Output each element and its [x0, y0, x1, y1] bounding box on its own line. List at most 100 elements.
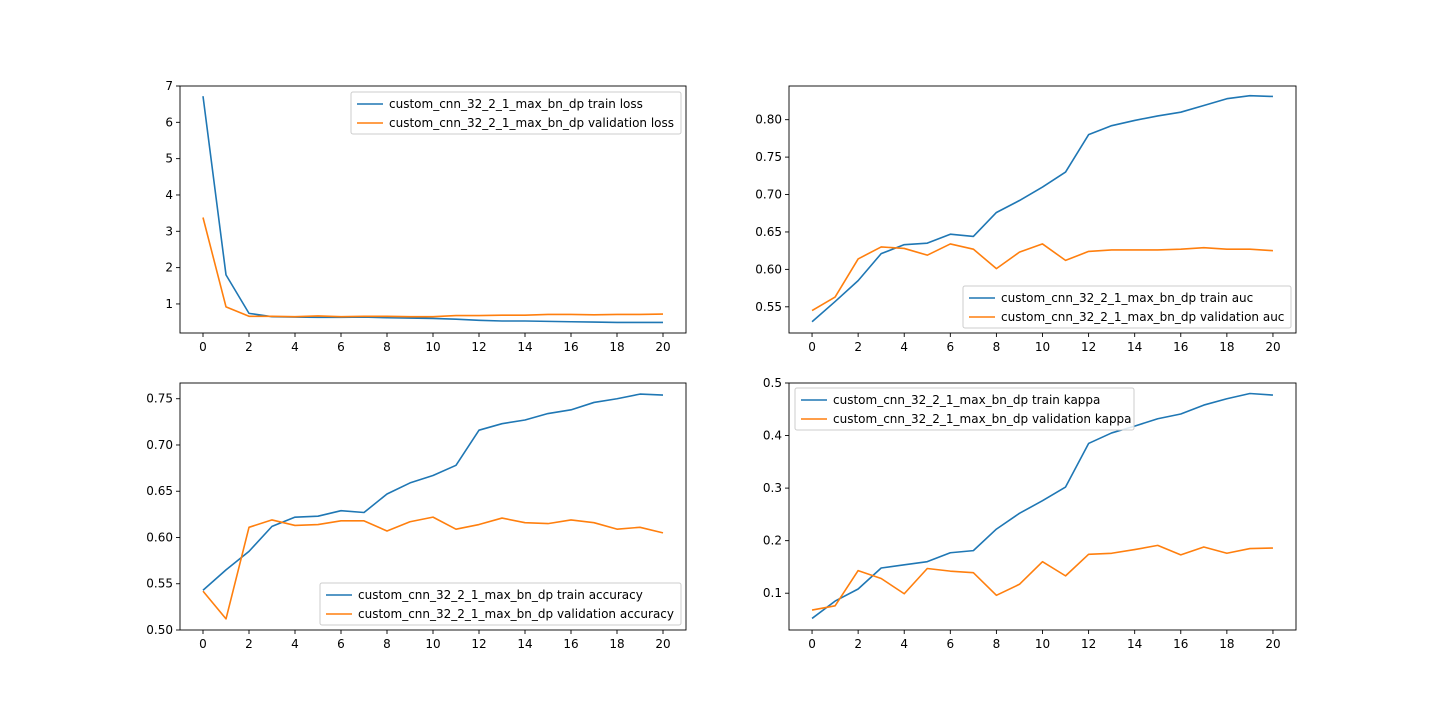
auc-y-tick-label: 0.65: [755, 225, 782, 239]
accuracy-x-tick-label: 8: [383, 637, 391, 651]
accuracy-x-tick-label: 12: [471, 637, 486, 651]
auc-x-tick-label: 16: [1173, 340, 1188, 354]
kappa-x-tick-label: 10: [1035, 637, 1050, 651]
accuracy-x-tick-label: 4: [291, 637, 299, 651]
accuracy-x-tick-label: 20: [655, 637, 670, 651]
kappa-x-tick-label: 14: [1127, 637, 1142, 651]
kappa-y-tick-label: 0.5: [763, 376, 782, 390]
auc-x-tick-label: 14: [1127, 340, 1142, 354]
accuracy-validation-line: [202, 516, 664, 620]
auc-validation-line: [811, 243, 1274, 312]
auc-legend: custom_cnn_32_2_1_max_bn_dp train auc cus…: [962, 285, 1292, 329]
accuracy-y-tick-label: 0.55: [146, 577, 173, 591]
auc-x-tick-label: 18: [1219, 340, 1234, 354]
auc-y-tick-label: 0.70: [755, 188, 782, 202]
auc-subplot: 0 2 4 6 8 10 12 14 16 18 20 0.55 0.60 0.65 0.70 0.75 0.8…: [755, 85, 1297, 354]
auc-y-tick-label: 0.60: [755, 262, 782, 276]
loss-y-tick-label: 4: [165, 188, 173, 202]
auc-x-tick-label: 12: [1081, 340, 1096, 354]
kappa-validation-line: [811, 544, 1273, 611]
loss-x-tick-label: 16: [563, 340, 578, 354]
loss-subplot: 0 2 4 6 8 10 12 14 16 18 201234567custom_cnn_32_2_…: [165, 79, 687, 354]
accuracy-legend-box: [319, 582, 682, 626]
loss-y-tick-label: 3: [165, 224, 173, 238]
auc-x-tick-label: 20: [1265, 340, 1280, 354]
accuracy-x-tick-label: 6: [337, 637, 345, 651]
kappa-x-tick-label: 8: [993, 637, 1001, 651]
auc-legend-box: [962, 285, 1292, 329]
accuracy-subplot: 0 2 4 6 8 10 12 14 16 18 20 0.50 0.55 0.60 0.65 0.70 0.7…: [146, 382, 687, 651]
loss-x-tick-label: 4: [291, 340, 299, 354]
kappa-x-tick-label: 12: [1081, 637, 1096, 651]
loss-y-tick-label: 6: [165, 115, 173, 129]
kappa-train-line: [811, 392, 1274, 620]
loss-legend: custom_cnn_32_2_1_max_bn_dp train loss cu…: [350, 91, 682, 135]
kappa-legend-label-train: custom_cnn_32_2_1_max_bn_dp train kappa: [833, 393, 1100, 407]
loss-x-tick-label: 6: [337, 340, 345, 354]
accuracy-y-tick-label: 0.70: [146, 438, 173, 452]
auc-legend-label-train: custom_cnn_32_2_1_max_bn_dp train auc: [1001, 291, 1253, 305]
loss-y-tick-label: 5: [165, 152, 173, 166]
loss-y-tick-label: 7: [165, 79, 173, 93]
accuracy-train-line: [202, 393, 664, 591]
accuracy-x-tick-label: 2: [245, 637, 253, 651]
accuracy-axes-frame: [179, 382, 687, 631]
kappa-legend-box: [794, 387, 1135, 431]
accuracy-y-tick-label: 0.65: [146, 484, 173, 498]
auc-y-tick-label: 0.55: [755, 300, 782, 314]
kappa-x-tick-label: 18: [1219, 637, 1234, 651]
accuracy-legend-label-validation: custom_cnn_32_2_1_max_bn_dp validation a…: [358, 607, 674, 621]
loss-x-tick-label: 0: [199, 340, 207, 354]
accuracy-y-tick-label: 0.75: [146, 392, 173, 406]
loss-x-tick-label: 20: [655, 340, 670, 354]
kappa-x-tick-label: 6: [946, 637, 954, 651]
loss-x-tick-label: 18: [609, 340, 624, 354]
loss-x-tick-label: 12: [471, 340, 486, 354]
loss-y-tick-label: 1: [165, 297, 173, 311]
kappa-x-tick-label: 16: [1173, 637, 1188, 651]
loss-validation-line: [202, 217, 664, 318]
loss-legend-label-validation: custom_cnn_32_2_1_max_bn_dp validation l…: [389, 116, 674, 130]
auc-y-tick-label: 0.80: [755, 113, 782, 127]
accuracy-y-tick-label: 0.50: [146, 623, 173, 637]
kappa-y-tick-label: 0.3: [763, 481, 782, 495]
kappa-y-tick-label: 0.1: [763, 586, 782, 600]
auc-axes-frame: [788, 85, 1297, 334]
kappa-x-tick-label: 2: [854, 637, 862, 651]
kappa-legend-label-validation: custom_cnn_32_2_1_max_bn_dp validation k…: [833, 412, 1132, 426]
auc-train-line: [811, 94, 1273, 323]
loss-x-tick-label: 10: [425, 340, 440, 354]
auc-x-tick-label: 2: [854, 340, 862, 354]
accuracy-x-tick-label: 18: [609, 637, 624, 651]
auc-y-tick-label: 0.75: [755, 150, 782, 164]
accuracy-x-tick-label: 16: [563, 637, 578, 651]
loss-x-tick-label: 14: [517, 340, 532, 354]
kappa-x-tick-label: 0: [808, 637, 816, 651]
kappa-x-tick-label: 20: [1265, 637, 1280, 651]
kappa-y-tick-label: 0.4: [763, 429, 782, 443]
loss-x-tick-label: 8: [383, 340, 391, 354]
kappa-subplot: 0 2 4 6 8 10 12 14 16 18 20 0.1 0.2 0.3 0.4 0.5 custom_c…: [763, 376, 1297, 651]
auc-x-tick-label: 0: [808, 340, 816, 354]
accuracy-x-tick-label: 0: [199, 637, 207, 651]
loss-legend-box: [350, 91, 682, 135]
kappa-legend: custom_cnn_32_2_1_max_bn_dp train kappa c…: [794, 387, 1135, 431]
auc-x-tick-label: 8: [993, 340, 1001, 354]
kappa-x-tick-label: 4: [900, 637, 908, 651]
auc-x-tick-label: 10: [1035, 340, 1050, 354]
kappa-y-tick-label: 0.2: [763, 534, 782, 548]
kappa-axes-frame: [788, 382, 1297, 631]
accuracy-x-tick-label: 14: [517, 637, 532, 651]
loss-x-tick-label: 2: [245, 340, 253, 354]
auc-legend-label-validation: custom_cnn_32_2_1_max_bn_dp validation a…: [1001, 310, 1284, 324]
accuracy-legend: custom_cnn_32_2_1_max_bn_dp train accura…: [319, 582, 682, 626]
loss-axes-frame: [179, 85, 687, 334]
auc-x-tick-label: 4: [900, 340, 908, 354]
auc-x-tick-label: 6: [946, 340, 954, 354]
accuracy-legend-label-train: custom_cnn_32_2_1_max_bn_dp train accura…: [358, 588, 643, 602]
accuracy-y-tick-label: 0.60: [146, 530, 173, 544]
loss-y-tick-label: 2: [165, 261, 173, 275]
accuracy-x-tick-label: 10: [425, 637, 440, 651]
